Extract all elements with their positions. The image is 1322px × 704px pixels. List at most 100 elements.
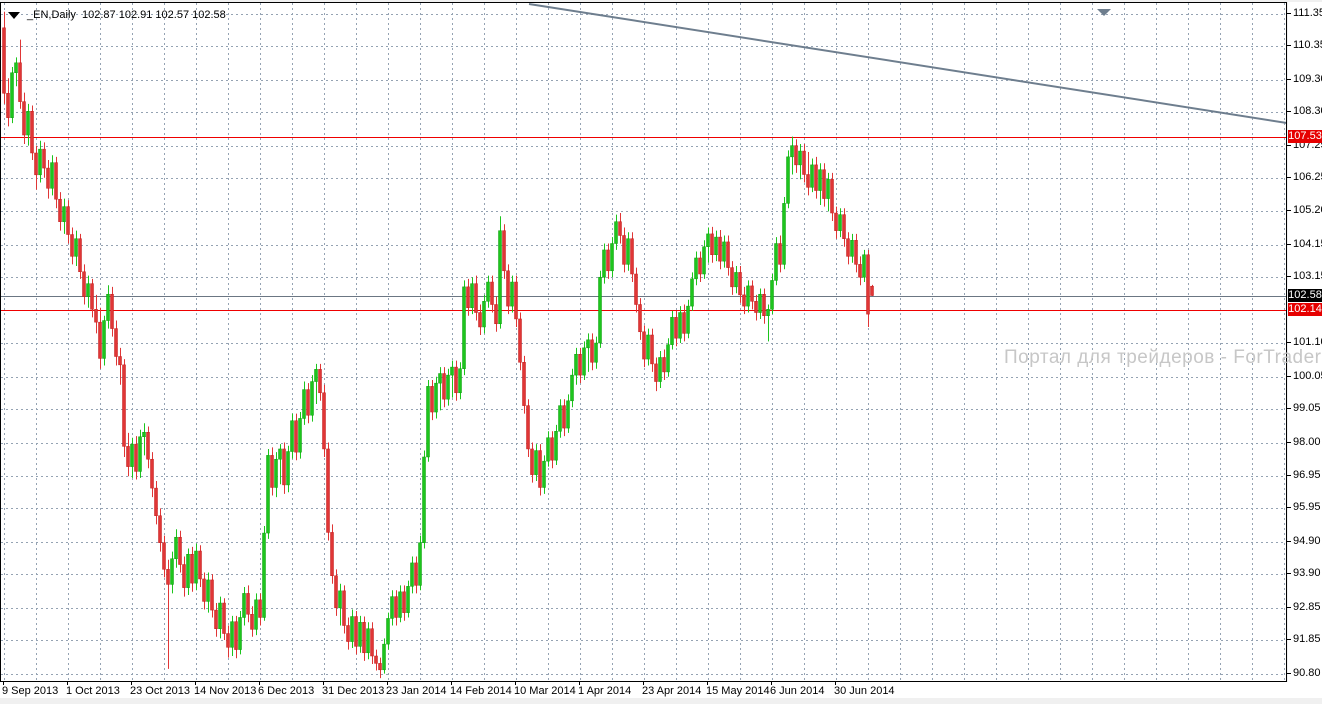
candle-body bbox=[646, 334, 650, 360]
price-axis[interactable]: 111.35 110.35 109.30 108.30 107.25 106.25 105.… bbox=[1287, 2, 1322, 682]
candle-body bbox=[298, 418, 302, 453]
candle-body bbox=[554, 431, 558, 461]
date-label: 31 Dec 2013 bbox=[322, 685, 385, 697]
candle-body bbox=[70, 234, 74, 257]
trendline-marker-icon[interactable] bbox=[1097, 9, 1111, 16]
price-label: 91.85 bbox=[1293, 633, 1321, 645]
candle-body bbox=[494, 304, 498, 325]
candle-body bbox=[514, 281, 518, 320]
candle-body bbox=[546, 437, 550, 462]
candle-body bbox=[94, 309, 98, 323]
candle-body bbox=[286, 451, 290, 486]
candle-body bbox=[214, 609, 218, 629]
candle-body bbox=[314, 369, 318, 382]
symbol-dropdown-icon[interactable] bbox=[8, 11, 20, 19]
trendline[interactable] bbox=[528, 3, 1286, 124]
price-label: 108.30 bbox=[1293, 105, 1322, 117]
candle-body bbox=[466, 286, 470, 308]
candle-body bbox=[610, 243, 614, 272]
candle-body bbox=[74, 238, 78, 257]
candle-body bbox=[474, 283, 478, 313]
candle-body bbox=[694, 257, 698, 280]
candle-body bbox=[586, 339, 590, 349]
candle-body bbox=[406, 586, 410, 613]
candle-body bbox=[854, 240, 858, 265]
candle-body bbox=[430, 386, 434, 413]
candle-body bbox=[534, 450, 538, 475]
date-tick bbox=[451, 682, 452, 685]
candle-body bbox=[110, 293, 114, 329]
price-tick bbox=[1287, 244, 1291, 245]
candle-body bbox=[486, 281, 490, 302]
candle-body bbox=[618, 221, 622, 236]
candle-body bbox=[154, 487, 158, 516]
level-price-badge: 102.14 bbox=[1288, 303, 1322, 316]
candle-body bbox=[826, 179, 830, 199]
candle-body bbox=[706, 233, 710, 247]
candle-body bbox=[246, 593, 250, 615]
candle-body bbox=[786, 156, 790, 204]
candle-body bbox=[806, 174, 810, 188]
candle-body bbox=[722, 241, 726, 262]
candle-body bbox=[490, 281, 494, 305]
candle-body bbox=[22, 101, 26, 136]
price-tick bbox=[1287, 673, 1291, 674]
level-price-badge: 107.53 bbox=[1288, 130, 1322, 143]
candle-body bbox=[42, 148, 46, 169]
candle-body bbox=[830, 179, 834, 214]
candle-body bbox=[454, 366, 458, 394]
candle-body bbox=[378, 663, 382, 671]
price-label: 98.00 bbox=[1293, 436, 1321, 448]
date-tick bbox=[3, 682, 4, 685]
candle-body bbox=[334, 575, 338, 609]
candle-body bbox=[38, 148, 42, 176]
candle-body bbox=[186, 553, 190, 588]
candle-body bbox=[354, 616, 358, 647]
time-axis[interactable]: 9 Sep 2013 1 Oct 2013 23 Oct 2013 14 Nov 20… bbox=[0, 682, 1322, 698]
candle-body bbox=[318, 369, 322, 394]
date-label: 14 Feb 2014 bbox=[450, 685, 512, 697]
candle-body bbox=[846, 238, 850, 257]
candle-body bbox=[550, 437, 554, 461]
date-tick bbox=[835, 682, 836, 685]
candle-body bbox=[266, 455, 270, 534]
candle-body bbox=[230, 621, 234, 648]
date-label: 15 May 2014 bbox=[706, 685, 770, 697]
candle-body bbox=[238, 617, 242, 650]
candle-body bbox=[810, 164, 814, 188]
candle-body bbox=[86, 283, 90, 297]
candle-body bbox=[374, 655, 378, 664]
candle-body bbox=[382, 643, 386, 671]
chart-plot-area[interactable]: _EN,Daily 102.87 102.91 102.57 102.58 bbox=[0, 2, 1287, 682]
candle-body bbox=[202, 578, 206, 602]
candle-body bbox=[642, 331, 646, 360]
candle-body bbox=[790, 145, 794, 158]
candle-body bbox=[130, 443, 134, 467]
candle-body bbox=[270, 455, 274, 488]
candle-body bbox=[310, 381, 314, 416]
date-tick bbox=[259, 682, 260, 685]
candle-body bbox=[750, 285, 754, 302]
symbol-header[interactable]: _EN,Daily 102.87 102.91 102.57 102.58 bbox=[8, 9, 226, 21]
candle-body bbox=[734, 272, 738, 288]
price-tick bbox=[1287, 639, 1291, 640]
candle-body bbox=[822, 169, 826, 199]
candle-body bbox=[654, 363, 658, 382]
candle-body bbox=[574, 354, 578, 376]
candle-body bbox=[470, 283, 474, 308]
price-tick bbox=[1287, 408, 1291, 409]
date-label: 1 Apr 2014 bbox=[578, 685, 632, 697]
candle-body bbox=[850, 240, 854, 257]
candle-body bbox=[14, 62, 18, 73]
candle-body bbox=[26, 111, 30, 136]
candle-body bbox=[54, 162, 58, 200]
candlestick-chart-canvas[interactable] bbox=[1, 3, 1286, 681]
price-tick bbox=[1287, 442, 1291, 443]
candle-body bbox=[126, 446, 130, 467]
candle-body bbox=[666, 344, 670, 373]
price-label: 103.15 bbox=[1293, 270, 1322, 282]
candle-body bbox=[678, 312, 682, 339]
date-label: 14 Nov 2013 bbox=[194, 685, 257, 697]
candle-body bbox=[754, 301, 758, 313]
date-tick bbox=[131, 682, 132, 685]
